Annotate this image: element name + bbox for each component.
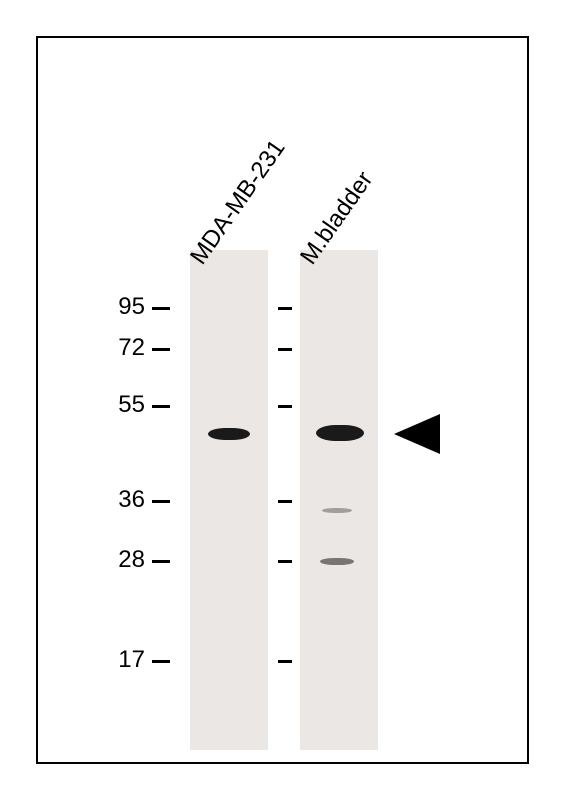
protein-band [316,425,364,441]
mw-tick [278,560,292,563]
mw-tick [152,500,170,503]
blot-lane [190,250,268,750]
mw-marker-label: 55 [105,391,145,419]
protein-band [320,558,354,565]
mw-marker-label: 36 [105,486,145,514]
mw-tick [278,307,292,310]
mw-tick [278,500,292,503]
mw-tick [278,348,292,351]
mw-tick [152,560,170,563]
mw-tick [152,307,170,310]
protein-band [208,428,250,440]
mw-tick [278,405,292,408]
mw-marker-label: 72 [105,334,145,362]
target-band-arrow-icon [394,414,440,454]
mw-tick [152,348,170,351]
mw-marker-label: 17 [105,646,145,674]
mw-tick [152,405,170,408]
mw-marker-label: 28 [105,546,145,574]
mw-marker-label: 95 [105,293,145,321]
protein-band [322,508,352,513]
mw-tick [278,660,292,663]
blot-lane [300,250,378,750]
mw-tick [152,660,170,663]
